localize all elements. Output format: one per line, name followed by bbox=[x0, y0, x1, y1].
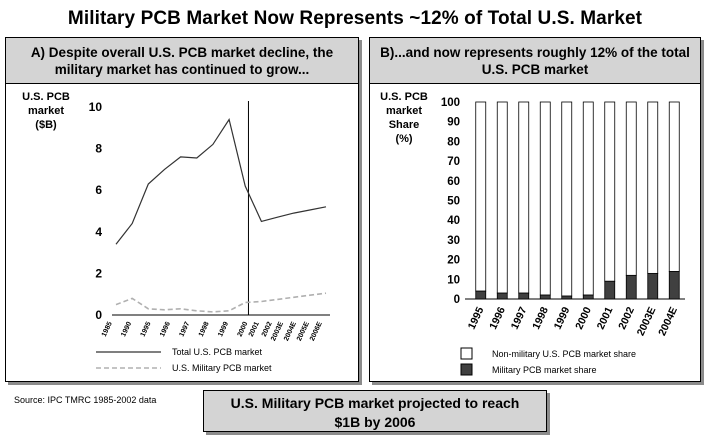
legend-label-military: U.S. Military PCB market bbox=[172, 363, 272, 373]
x-tick-label: 2004E bbox=[656, 305, 680, 338]
bar-non-military bbox=[604, 101, 616, 282]
panel-a-header: A) Despite overall U.S. PCB market decli… bbox=[6, 38, 358, 84]
panel-b-header-line1: B)...and now represents roughly 12% of t… bbox=[380, 45, 690, 60]
panel-b-header-line2: U.S. PCB market bbox=[481, 62, 589, 77]
bar-military bbox=[647, 272, 659, 300]
callout-box: U.S. Military PCB market projected to re… bbox=[203, 390, 547, 432]
bar-non-military bbox=[475, 101, 487, 292]
y-tick-label: 50 bbox=[447, 196, 460, 208]
y-tick-label: 60 bbox=[447, 176, 460, 188]
x-tick-label: 1990 bbox=[120, 321, 133, 338]
line-chart: U.S. PCB market ($B) 0 2 4 6 8 10 1985 1990 1995 199… bbox=[22, 91, 330, 373]
bar-non-military bbox=[518, 101, 530, 294]
callout-line2: $1B by 2006 bbox=[334, 414, 416, 430]
legend-label-military: Military PCB market share bbox=[492, 365, 597, 375]
y-tick-label: 4 bbox=[95, 225, 102, 239]
callout-line1: U.S. Military PCB market projected to re… bbox=[230, 395, 520, 411]
bar-non-military bbox=[561, 101, 573, 297]
bar-military bbox=[604, 280, 616, 300]
panel-a: A) Despite overall U.S. PCB market decli… bbox=[5, 37, 359, 382]
bar-military bbox=[561, 295, 573, 300]
y-axis-title-line: market bbox=[28, 105, 64, 117]
y-tick-label: 80 bbox=[447, 136, 460, 148]
y-tick-label: 10 bbox=[89, 100, 103, 114]
x-tick-label: 2003E bbox=[635, 305, 659, 338]
y-tick-label: 8 bbox=[95, 142, 102, 156]
x-tick-label: 1996 bbox=[159, 321, 172, 338]
y-axis-title-line: ($B) bbox=[35, 119, 57, 131]
bar-chart: U.S. PCB market Share (%) 0 10 20 30 40 50 60 70 80 9… bbox=[380, 91, 685, 376]
bar-non-military bbox=[496, 101, 508, 294]
bar-military bbox=[475, 290, 487, 300]
bar-military bbox=[539, 294, 551, 300]
x-tick-label: 1998 bbox=[530, 305, 551, 331]
x-tick-label: 1998 bbox=[198, 321, 211, 338]
bar-non-military bbox=[625, 101, 637, 276]
bar-military bbox=[582, 294, 594, 300]
x-tick-label: 2006E bbox=[309, 321, 324, 343]
x-tick-label: 2000 bbox=[573, 305, 594, 331]
y-tick-label: 100 bbox=[441, 97, 460, 109]
y-tick-label: 40 bbox=[447, 215, 460, 227]
y-axis-title-line: U.S. PCB bbox=[22, 91, 70, 103]
bar-non-military bbox=[647, 101, 659, 274]
x-tick-label: 1996 bbox=[487, 305, 508, 331]
bar-military bbox=[668, 271, 680, 300]
x-tick-label: 1997 bbox=[178, 321, 191, 338]
y-tick-label: 20 bbox=[447, 255, 460, 267]
y-tick-label: 10 bbox=[447, 274, 460, 286]
x-tick-label: 2001 bbox=[248, 321, 261, 338]
x-tick-label: 1985 bbox=[101, 321, 114, 338]
y-axis-title-line: U.S. PCB bbox=[380, 91, 428, 103]
x-tick-label: 2001 bbox=[595, 305, 616, 331]
panel-a-header-line1: A) Despite overall U.S. PCB market decli… bbox=[30, 45, 334, 60]
y-axis-title-line: (%) bbox=[395, 133, 412, 145]
panel-b-header: B)...and now represents roughly 12% of t… bbox=[370, 38, 700, 84]
source-note: Source: IPC TMRC 1985-2002 data bbox=[14, 395, 157, 405]
bar-military bbox=[496, 292, 508, 300]
legend-label-total: Total U.S. PCB market bbox=[172, 347, 263, 357]
military-market-line bbox=[115, 292, 327, 313]
y-tick-label: 30 bbox=[447, 235, 460, 247]
y-axis-title-line: Share bbox=[389, 119, 420, 131]
y-tick-label: 2 bbox=[95, 266, 102, 280]
x-tick-label: 1999 bbox=[552, 305, 573, 331]
x-tick-label: 2002 bbox=[616, 305, 637, 331]
x-tick-label: 1999 bbox=[217, 321, 230, 338]
y-tick-label: 0 bbox=[95, 308, 102, 322]
x-tick-label: 1997 bbox=[509, 305, 530, 331]
legend-label-non-military: Non-military U.S. PCB market share bbox=[492, 349, 636, 359]
page-title: Military PCB Market Now Represents ~12% … bbox=[67, 8, 643, 29]
y-tick-label: 6 bbox=[95, 183, 102, 197]
bar-non-military bbox=[582, 101, 594, 296]
x-tick-label: 1995 bbox=[466, 305, 487, 331]
y-tick-label: 90 bbox=[447, 117, 460, 129]
y-tick-label: 0 bbox=[454, 294, 460, 306]
bar-military bbox=[625, 274, 637, 300]
panel-a-header-line2: military market has continued to grow... bbox=[54, 62, 310, 77]
bar-non-military bbox=[668, 101, 680, 272]
panel-b: B)...and now represents roughly 12% of t… bbox=[369, 37, 701, 382]
x-tick-label: 1995 bbox=[140, 321, 153, 338]
total-market-line bbox=[115, 118, 327, 245]
bar-non-military bbox=[539, 101, 551, 296]
legend-swatch-non-military bbox=[460, 347, 473, 360]
y-axis-title-line: market bbox=[386, 105, 422, 117]
bar-military bbox=[518, 292, 530, 300]
y-tick-label: 70 bbox=[447, 156, 460, 168]
legend-swatch-military bbox=[460, 363, 473, 376]
